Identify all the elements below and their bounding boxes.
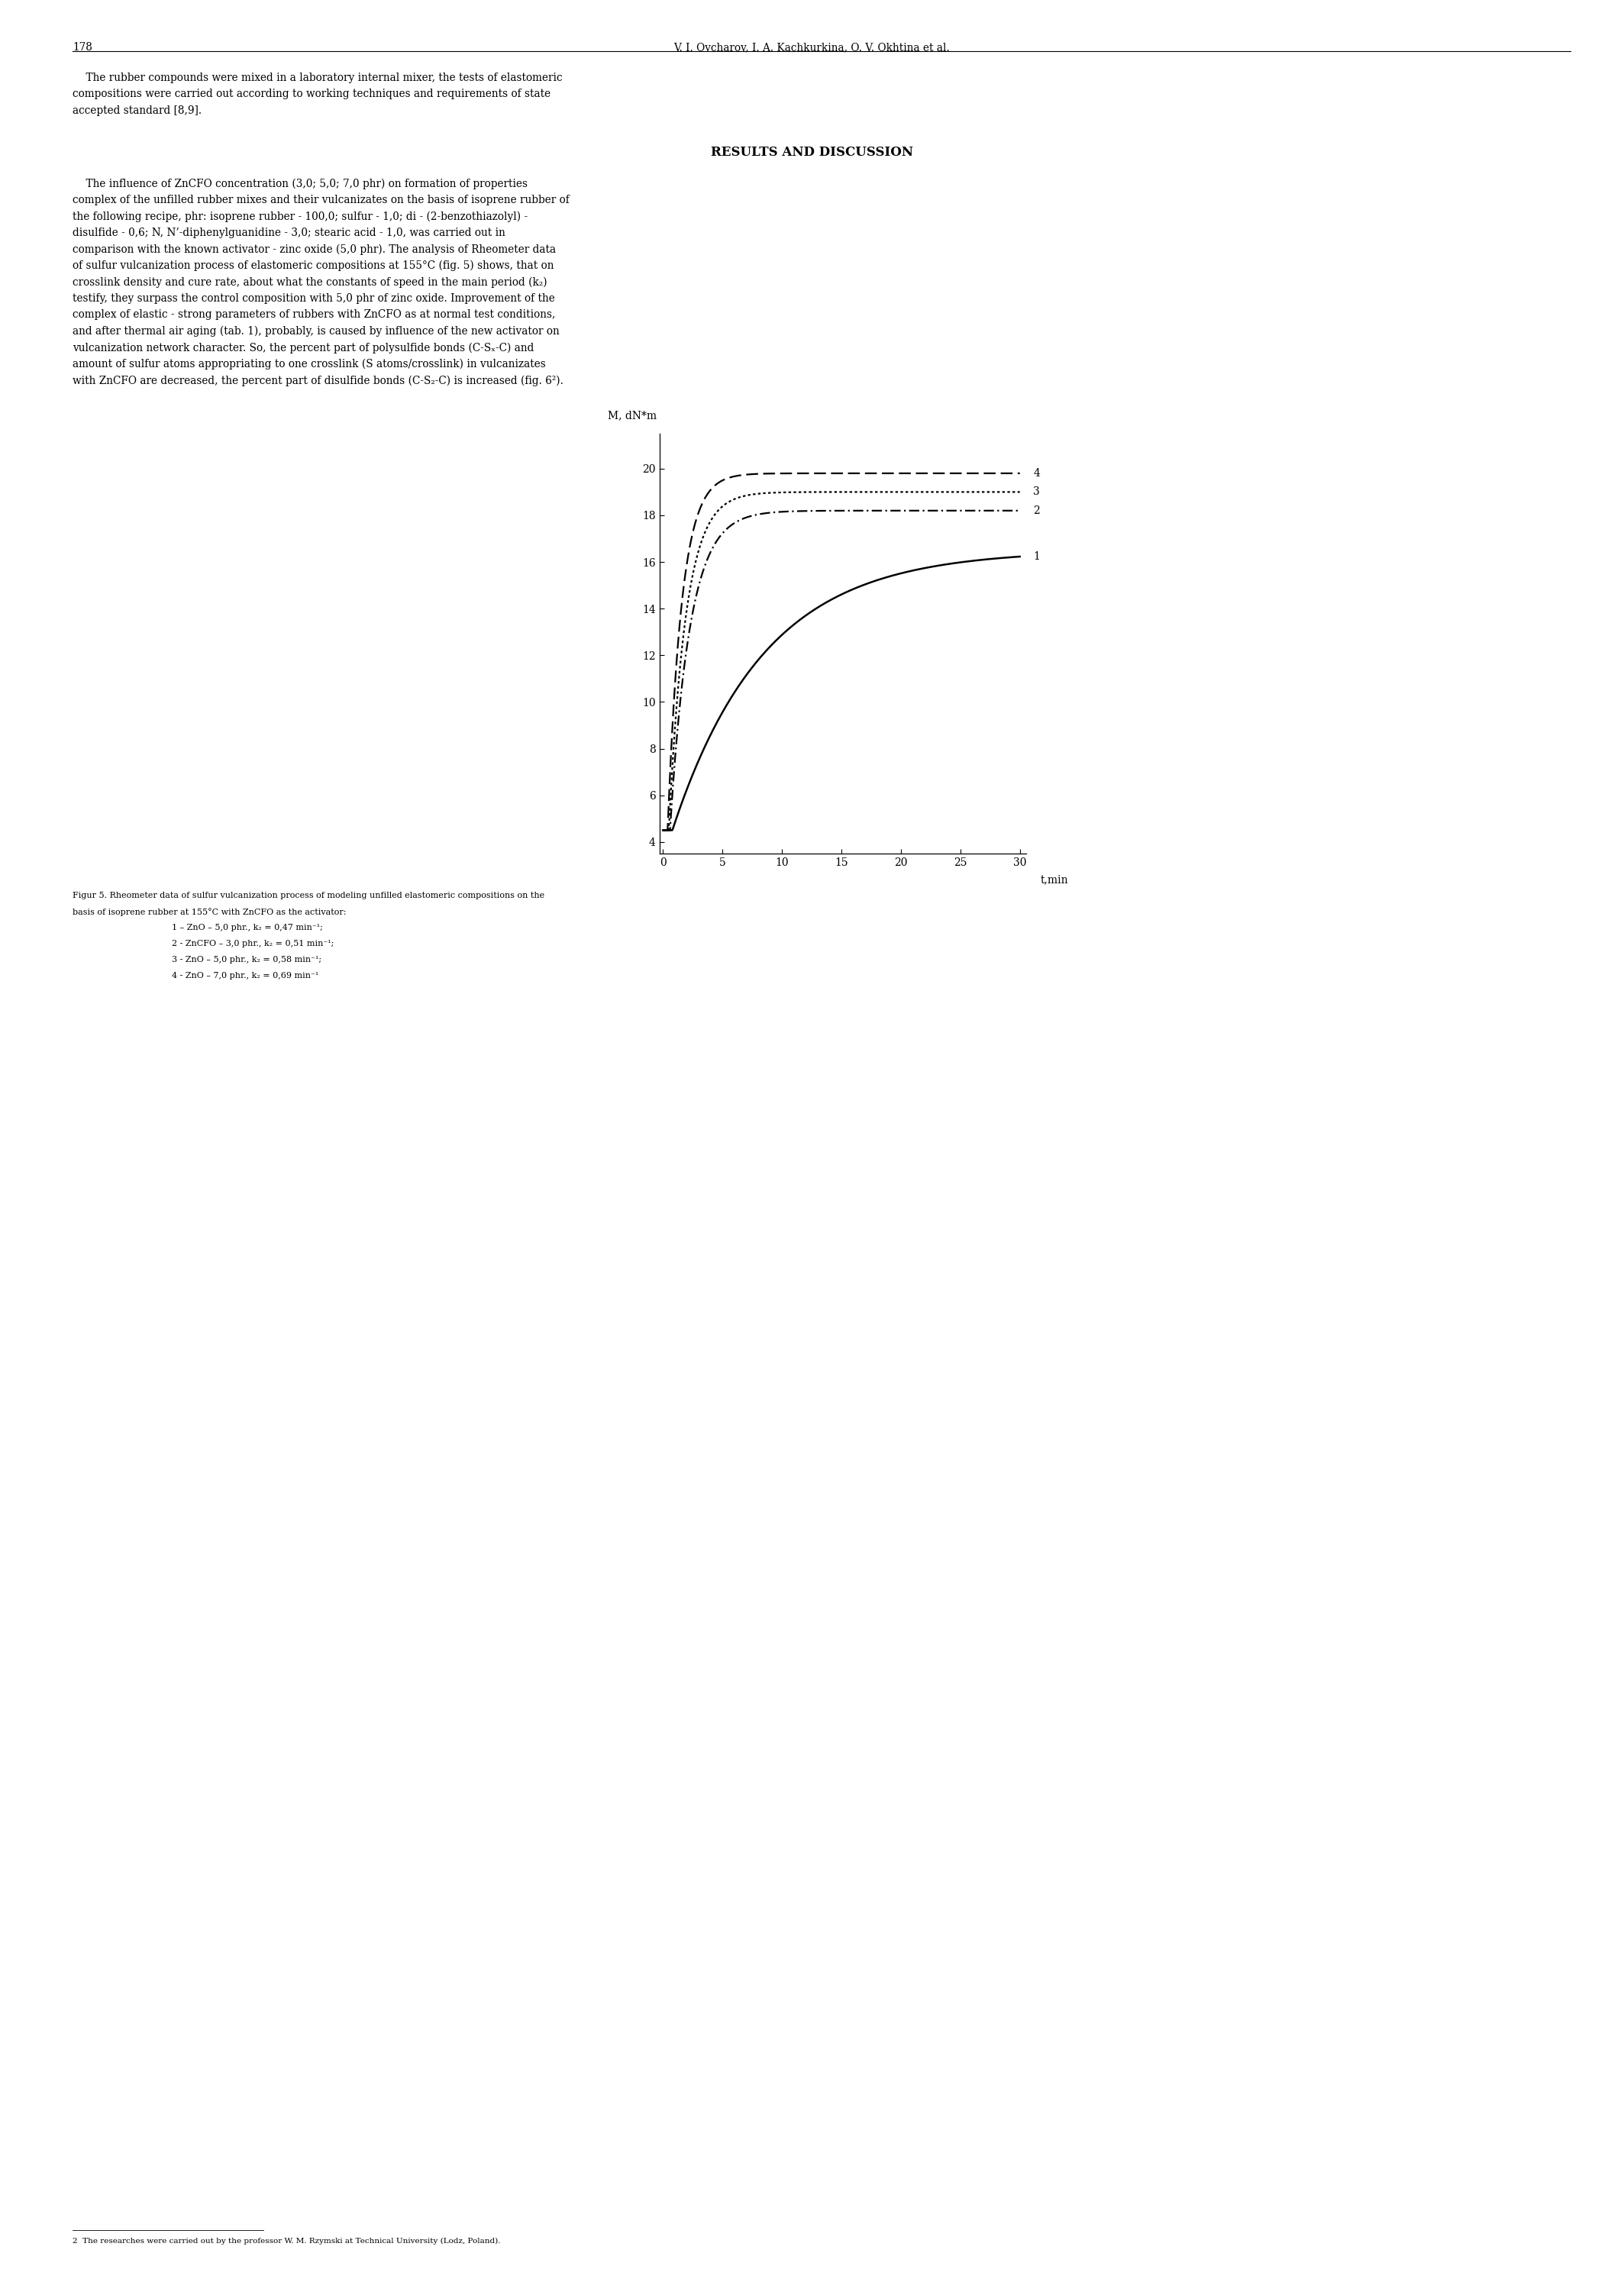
Text: 1: 1 — [1033, 551, 1039, 562]
Text: testify, they surpass the control composition with 5,0 phr of zinc oxide. Improv: testify, they surpass the control compos… — [73, 294, 555, 303]
Text: 4 - ZnO – 7,0 phr., k₂ = 0,69 min⁻¹: 4 - ZnO – 7,0 phr., k₂ = 0,69 min⁻¹ — [172, 971, 318, 980]
Text: of sulfur vulcanization process of elastomeric compositions at 155°C (fig. 5) sh: of sulfur vulcanization process of elast… — [73, 259, 554, 271]
Text: The influence of ZnCFO concentration (3,0; 5,0; 7,0 phr) on formation of propert: The influence of ZnCFO concentration (3,… — [73, 179, 528, 188]
Text: crosslink density and cure rate, about what the constants of speed in the main p: crosslink density and cure rate, about w… — [73, 278, 547, 287]
Text: t,min: t,min — [1041, 874, 1069, 886]
Text: 2 - ZnCFO – 3,0 phr., k₂ = 0,51 min⁻¹;: 2 - ZnCFO – 3,0 phr., k₂ = 0,51 min⁻¹; — [172, 941, 335, 948]
Text: 4: 4 — [1033, 468, 1039, 480]
Text: 2: 2 — [1033, 505, 1039, 516]
Text: complex of the unfilled rubber mixes and their vulcanizates on the basis of isop: complex of the unfilled rubber mixes and… — [73, 195, 570, 204]
Text: 178: 178 — [73, 41, 93, 53]
Text: 3 - ZnO – 5,0 phr., k₂ = 0,58 min⁻¹;: 3 - ZnO – 5,0 phr., k₂ = 0,58 min⁻¹; — [172, 957, 322, 964]
Text: Figur 5. Rheometer data of sulfur vulcanization process of modeling unfilled ela: Figur 5. Rheometer data of sulfur vulcan… — [73, 893, 544, 900]
Text: 3: 3 — [1033, 487, 1039, 498]
Text: basis of isoprene rubber at 155°C with ZnCFO as the activator:: basis of isoprene rubber at 155°C with Z… — [73, 909, 346, 916]
Text: amount of sulfur atoms appropriating to one crosslink (S atoms/crosslink) in vul: amount of sulfur atoms appropriating to … — [73, 358, 546, 369]
Text: with ZnCFO are decreased, the percent part of disulfide bonds (C-S₂-C) is increa: with ZnCFO are decreased, the percent pa… — [73, 376, 564, 386]
Text: compositions were carried out according to working techniques and requirements o: compositions were carried out according … — [73, 90, 551, 99]
Text: and after thermal air aging (tab. 1), probably, is caused by influence of the ne: and after thermal air aging (tab. 1), pr… — [73, 326, 559, 337]
Text: The rubber compounds were mixed in a laboratory internal mixer, the tests of ela: The rubber compounds were mixed in a lab… — [73, 73, 562, 83]
Text: 1 – ZnO – 5,0 phr., k₂ = 0,47 min⁻¹;: 1 – ZnO – 5,0 phr., k₂ = 0,47 min⁻¹; — [172, 925, 323, 932]
Text: complex of elastic - strong parameters of rubbers with ZnCFO as at normal test c: complex of elastic - strong parameters o… — [73, 310, 555, 321]
Text: V. I. Ovcharov, I. A. Kachkurkina, O. V. Okhtina et al.: V. I. Ovcharov, I. A. Kachkurkina, O. V.… — [674, 41, 950, 53]
Text: the following recipe, phr: isoprene rubber - 100,0; sulfur - 1,0; di - (2-benzot: the following recipe, phr: isoprene rubb… — [73, 211, 528, 223]
Text: comparison with the known activator - zinc oxide (5,0 phr). The analysis of Rheo: comparison with the known activator - zi… — [73, 243, 555, 255]
Text: 2  The researches were carried out by the professor W. M. Rzymski at Technical U: 2 The researches were carried out by the… — [73, 2238, 500, 2245]
Text: RESULTS AND DISCUSSION: RESULTS AND DISCUSSION — [711, 147, 913, 158]
Text: disulfide - 0,6; N, N’-diphenylguanidine - 3,0; stearic acid - 1,0, was carried : disulfide - 0,6; N, N’-diphenylguanidine… — [73, 227, 505, 239]
Text: accepted standard [8,9].: accepted standard [8,9]. — [73, 106, 201, 117]
Text: M, dN*m: M, dN*m — [607, 411, 658, 420]
Text: vulcanization network character. So, the percent part of polysulfide bonds (C-Sₓ: vulcanization network character. So, the… — [73, 342, 534, 353]
